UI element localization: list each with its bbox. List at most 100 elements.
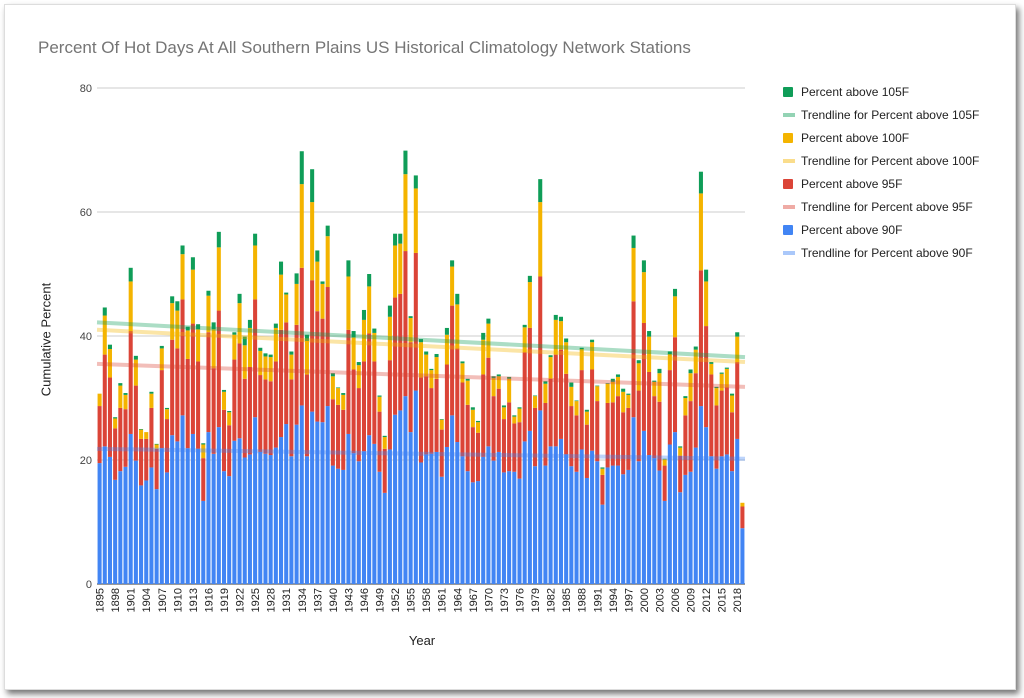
bar-segment-p100 xyxy=(263,356,268,380)
bar-segment-p105 xyxy=(662,458,667,460)
bar-segment-p90 xyxy=(102,446,107,584)
bar-segment-p95 xyxy=(672,337,678,433)
bar-segment-p90 xyxy=(263,453,268,584)
bar-segment-p95 xyxy=(356,388,361,462)
bar-segment-p105 xyxy=(610,378,615,382)
bar-segment-p95 xyxy=(102,354,107,447)
bar-segment-p105 xyxy=(579,347,584,350)
legend-line-icon xyxy=(783,112,795,117)
bar-segment-p100 xyxy=(227,412,232,426)
bar-segment-p105 xyxy=(501,405,506,408)
legend-item-p105[interactable]: Percent above 105F xyxy=(783,80,979,103)
bar-segment-p105 xyxy=(533,395,538,397)
bar-segment-p100 xyxy=(672,296,678,338)
legend-item-p100[interactable]: Percent above 100F xyxy=(783,126,979,149)
legend-item-trend-p90[interactable]: Trendline for Percent above 90F xyxy=(783,241,979,264)
bar-segment-p105 xyxy=(730,393,735,396)
x-tick-label: 1925 xyxy=(250,588,262,612)
bar-segment-p95 xyxy=(118,407,123,472)
bar-segment-p90 xyxy=(107,456,112,584)
bar-segment-p105 xyxy=(584,409,589,412)
bar-segment-p95 xyxy=(590,369,595,451)
bar-segment-p105 xyxy=(590,339,595,343)
bar-segment-p100 xyxy=(605,383,610,403)
bar-segment-p95 xyxy=(237,343,242,439)
bar-segment-p90 xyxy=(118,471,123,584)
bar-segment-p100 xyxy=(393,245,398,298)
legend-item-trend-p100[interactable]: Trendline for Percent above 100F xyxy=(783,149,979,172)
bar-segment-p105 xyxy=(527,275,532,283)
bar-segment-p95 xyxy=(512,423,517,472)
bar-segment-p105 xyxy=(439,419,444,420)
bar-segment-p105 xyxy=(113,417,118,419)
bar-segment-p90 xyxy=(522,441,527,584)
x-tick-label: 1985 xyxy=(561,588,573,612)
bar-segment-p95 xyxy=(626,407,631,470)
bar-segment-p105 xyxy=(273,323,278,328)
bar-segment-p95 xyxy=(704,326,709,428)
bar-segment-p100 xyxy=(450,266,455,306)
bar-segment-p90 xyxy=(123,466,128,584)
bar-segment-p90 xyxy=(361,451,366,584)
legend-item-trend-p95[interactable]: Trendline for Percent above 95F xyxy=(783,195,979,218)
bar-segment-p90 xyxy=(491,460,496,584)
bar-segment-p105 xyxy=(237,293,242,304)
legend-item-p90[interactable]: Percent above 90F xyxy=(783,218,979,241)
bar-segment-p105 xyxy=(258,347,263,351)
bar-segment-p95 xyxy=(133,385,138,461)
x-tick-label: 1940 xyxy=(328,588,340,612)
bar-segment-p105 xyxy=(128,267,133,282)
bar-segment-p95 xyxy=(424,376,429,455)
bar-segment-p105 xyxy=(460,361,465,364)
bar-segment-p105 xyxy=(253,233,258,246)
bar-segment-p90 xyxy=(196,448,201,584)
bar-segment-p90 xyxy=(662,500,667,584)
bar-segment-p95 xyxy=(289,379,294,457)
bar-segment-p105 xyxy=(180,245,185,255)
bar-segment-p95 xyxy=(190,323,195,434)
bar-segment-p105 xyxy=(657,368,662,374)
x-tick-label: 2003 xyxy=(654,588,666,612)
bar-segment-p105 xyxy=(387,305,392,317)
bar-segment-p95 xyxy=(159,370,164,449)
bar-segment-p90 xyxy=(180,415,185,584)
bar-segment-p90 xyxy=(149,467,154,584)
bar-segment-p105 xyxy=(512,415,517,417)
bar-segment-p90 xyxy=(584,477,589,584)
trendline-p90 xyxy=(96,446,746,461)
bar-segment-p95 xyxy=(486,357,491,447)
bar-segment-p100 xyxy=(626,394,631,408)
bar-segment-p90 xyxy=(268,455,273,584)
legend-label: Percent above 90F xyxy=(801,222,903,237)
bar-segment-p90 xyxy=(693,447,698,584)
bar-segment-p105 xyxy=(672,288,678,297)
bar-segment-p105 xyxy=(284,292,289,295)
legend-item-trend-p105[interactable]: Trendline for Percent above 105F xyxy=(783,103,979,126)
bar-segment-p100 xyxy=(206,295,211,333)
bar-segment-p105 xyxy=(330,373,335,377)
bar-segment-p90 xyxy=(424,454,429,584)
bar-segment-p95 xyxy=(652,396,657,459)
bar-segment-p100 xyxy=(740,502,745,507)
bar-segment-p105 xyxy=(735,332,740,337)
bar-segment-p90 xyxy=(564,454,569,584)
bar-segment-p105 xyxy=(170,296,175,304)
x-tick-label: 1913 xyxy=(188,588,200,612)
legend-item-p95[interactable]: Percent above 95F xyxy=(783,172,979,195)
x-tick-label: 1976 xyxy=(514,588,526,612)
x-tick-label: 1958 xyxy=(421,588,433,612)
x-tick-label: 1988 xyxy=(577,588,589,612)
bar-segment-p105 xyxy=(553,314,558,320)
bar-segment-p90 xyxy=(704,427,709,584)
bar-segment-p100 xyxy=(377,396,382,412)
bar-segment-p105 xyxy=(548,355,553,358)
bar-segment-p105 xyxy=(714,386,719,389)
bar-segment-p100 xyxy=(574,401,579,416)
x-tick-label: 1922 xyxy=(235,588,247,612)
bar-segment-p95 xyxy=(636,390,641,462)
bar-segment-p95 xyxy=(724,387,729,455)
bar-segment-p90 xyxy=(159,448,164,584)
bar-segment-p105 xyxy=(434,353,439,358)
bar-segment-p105 xyxy=(211,322,216,330)
y-tick-label: 20 xyxy=(80,455,92,467)
